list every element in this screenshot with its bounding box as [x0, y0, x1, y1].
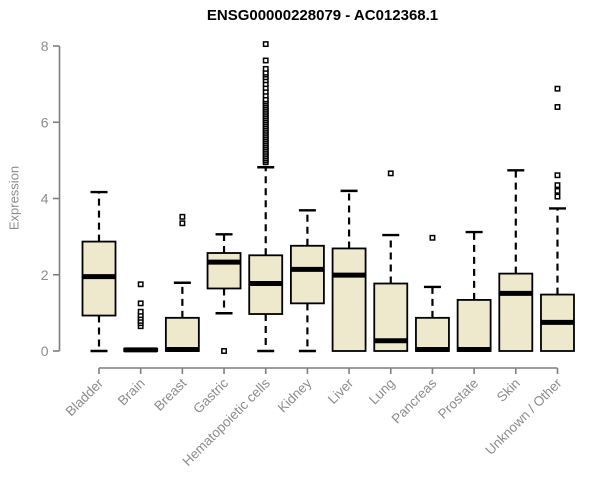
outlier-point — [179, 213, 186, 220]
x-tick-label: Prostate — [435, 376, 481, 422]
x-tick-label: Unknown / Other — [482, 375, 565, 458]
outlier-point — [429, 234, 436, 241]
outlier-point — [262, 57, 269, 64]
y-tick-label: 4 — [41, 191, 49, 207]
y-tick-label: 2 — [41, 267, 49, 283]
outlier-point — [554, 85, 561, 92]
box-rect — [456, 299, 492, 352]
box-rect — [164, 316, 200, 352]
x-tick-label: Pancreas — [389, 375, 440, 426]
outlier-point — [387, 170, 394, 177]
outlier-point — [262, 65, 269, 72]
outlier-point — [554, 187, 561, 194]
x-tick-label: Liver — [325, 375, 357, 407]
x-tick-label: Lung — [366, 376, 398, 408]
outlier-point — [554, 182, 561, 189]
outlier-point — [137, 308, 144, 315]
box-rect — [498, 272, 534, 352]
outlier-point — [262, 41, 269, 48]
y-tick-label: 6 — [41, 114, 49, 130]
x-tick-label: Breast — [151, 375, 189, 413]
x-tick-label: Gastric — [190, 375, 231, 416]
outlier-point — [179, 220, 186, 227]
box-rect — [331, 247, 367, 352]
box-rect — [415, 316, 450, 352]
x-tick-label: Bladder — [63, 375, 107, 419]
box-rect — [206, 252, 242, 290]
y-tick-label: 0 — [41, 343, 49, 359]
x-tick-label: Brain — [115, 376, 148, 409]
x-tick-label: Skin — [494, 376, 523, 405]
x-tick-label: Kidney — [275, 375, 315, 415]
y-tick-label: 8 — [41, 38, 49, 54]
outlier-point — [137, 300, 144, 307]
outlier-point — [221, 348, 227, 354]
outlier-point — [554, 193, 561, 200]
box-rect — [289, 244, 325, 305]
outlier-point — [554, 172, 561, 179]
chart-title: ENSG00000228079 - AC012368.1 — [206, 7, 439, 24]
outlier-point — [554, 104, 561, 110]
outlier-point — [137, 281, 144, 288]
